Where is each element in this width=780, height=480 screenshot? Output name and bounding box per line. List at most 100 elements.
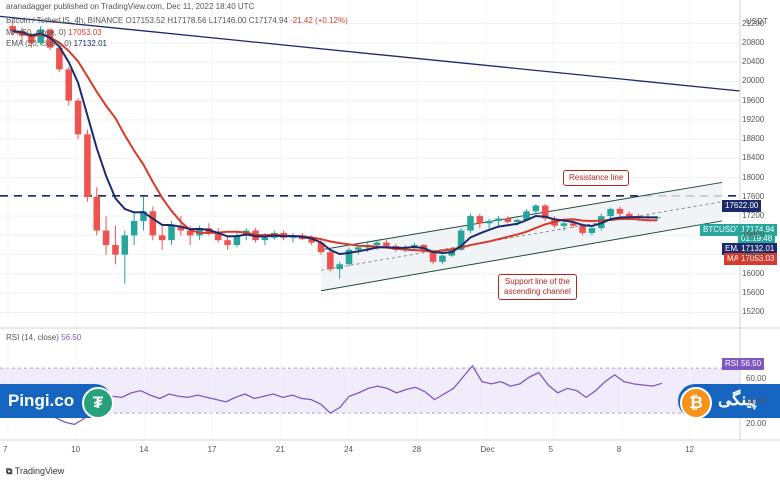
candle-body xyxy=(102,230,110,245)
rsi-legend-value: 56.50 xyxy=(61,333,82,342)
time-tick-label: 24 xyxy=(344,445,353,454)
candle-body xyxy=(523,211,530,220)
candle-body xyxy=(345,249,353,265)
price-tick-label: 21200 xyxy=(742,18,765,28)
rsi-legend: RSI (14, close) 56.50 xyxy=(6,333,81,342)
price-tick-label: 18400 xyxy=(742,153,765,163)
time-tick-label: 28 xyxy=(412,445,422,454)
candle-body xyxy=(616,208,624,214)
candle-body xyxy=(233,235,241,245)
resistance-callout: Resistance line xyxy=(563,170,630,186)
time-tick-label: 12 xyxy=(685,445,694,454)
bitcoin-icon: ₿ xyxy=(680,387,712,419)
candle-body xyxy=(373,242,381,245)
candle-body xyxy=(560,223,568,226)
ema-legend: EMA (20, close, 0) 17132.01 xyxy=(6,39,107,48)
time-tick-label: 21 xyxy=(275,445,285,454)
candle-body xyxy=(186,230,194,236)
ma-legend: MA (50, close, 0) 17053.03 xyxy=(6,28,102,37)
candle-body xyxy=(513,219,521,222)
ohlc-close: C17174.94 xyxy=(248,16,288,25)
rsi-tick-label: 40.00 xyxy=(746,396,767,406)
last-symbol-label: BTCUSDT xyxy=(700,224,744,236)
tradingview-footer: ⧉ TradingView xyxy=(6,466,64,477)
channel-upper-line xyxy=(320,181,723,251)
candle-body xyxy=(28,35,35,43)
candle-body xyxy=(532,205,540,212)
rsi-axis-name: RSI xyxy=(722,358,742,370)
time-tick-label: 10 xyxy=(71,445,81,454)
candle-body xyxy=(37,29,44,43)
price-tick-label: 16800 xyxy=(742,230,765,240)
candle-body xyxy=(224,240,231,245)
brand-right-text: پینگی xyxy=(718,390,757,409)
ema-legend-value: 17132.01 xyxy=(73,39,107,48)
support-callout-line2: ascending channel xyxy=(504,287,571,296)
candle-body xyxy=(140,211,147,221)
candle-body xyxy=(383,242,390,246)
candle-body xyxy=(495,218,502,221)
candle-body xyxy=(607,208,614,217)
candle-body xyxy=(327,252,334,270)
candle-body xyxy=(261,237,269,241)
ma-legend-label: MA (50, close, 0) xyxy=(6,28,67,37)
ma-line xyxy=(12,29,658,253)
price-tick-label: 16000 xyxy=(742,268,765,278)
time-tick-label: 7 xyxy=(3,445,8,454)
candle-body xyxy=(168,225,175,241)
candle-body xyxy=(626,213,633,217)
ma-axis-value: 17053.03 xyxy=(738,253,778,265)
ohlc-open: O17153.52 xyxy=(125,16,166,25)
candle-body xyxy=(84,134,91,197)
candle-body xyxy=(569,223,577,226)
candle-body xyxy=(485,220,493,224)
time-tick-label: 5 xyxy=(548,445,554,454)
candle-body xyxy=(355,247,362,250)
support-callout-line1: Support line of the xyxy=(504,277,570,286)
candle-body xyxy=(504,218,512,222)
candle-body xyxy=(177,225,185,231)
price-tick-label: 19200 xyxy=(742,114,765,124)
rsi-pane xyxy=(7,364,663,426)
candle-body xyxy=(541,205,549,219)
time-tick-label: 17 xyxy=(207,445,217,454)
price-tick-label: 20400 xyxy=(742,57,765,67)
bar-countdown: 01:19:48 xyxy=(738,233,776,245)
descending-trendline xyxy=(0,15,741,92)
ema-legend-label: EMA (20, close, 0) xyxy=(6,39,72,48)
price-tick-label: 20000 xyxy=(742,76,765,86)
ema-line xyxy=(12,29,658,256)
price-tick-label: 18800 xyxy=(742,134,765,144)
candle-body xyxy=(476,216,484,224)
channel-mid-line xyxy=(320,201,723,271)
channel-lower-line xyxy=(320,220,723,292)
tether-icon: ₮ xyxy=(82,387,114,419)
price-tick-label: 19600 xyxy=(742,95,765,105)
ohlc-high: H17178.56 xyxy=(167,16,207,25)
candle-body xyxy=(149,211,157,236)
candle-body xyxy=(56,47,63,70)
candle-body xyxy=(336,264,343,270)
symbol: Bitcoin / TetherUS, 4h, BINANCE xyxy=(6,16,124,25)
support-callout: Support line of the ascending channel xyxy=(498,274,577,300)
ohlc-line: Bitcoin / TetherUS, 4h, BINANCE O17153.5… xyxy=(6,16,348,25)
candle-body xyxy=(93,196,101,231)
published-line: aranadagger published on TradingView.com… xyxy=(6,2,255,11)
resistance-price-label: 17622.00 xyxy=(722,200,762,212)
price-tick-label: 20800 xyxy=(742,37,765,47)
ohlc-change: -21.42 (+0.12%) xyxy=(290,16,348,25)
candle-body xyxy=(588,228,596,233)
tradingview-label: TradingView xyxy=(14,466,65,476)
candle-body xyxy=(9,26,16,31)
price-tick-label: 18000 xyxy=(742,172,765,182)
rsi-axis-value: 56.50 xyxy=(738,358,765,370)
rsi-line xyxy=(7,364,663,426)
price-tick-label: 15600 xyxy=(742,288,765,298)
candle-body xyxy=(74,100,82,135)
ma-axis-name: MA xyxy=(724,253,742,265)
price-tick-label: 17200 xyxy=(742,211,765,221)
candle-body xyxy=(439,255,446,262)
rsi-tick-label: 20.00 xyxy=(746,419,767,429)
candle-body xyxy=(579,225,586,233)
